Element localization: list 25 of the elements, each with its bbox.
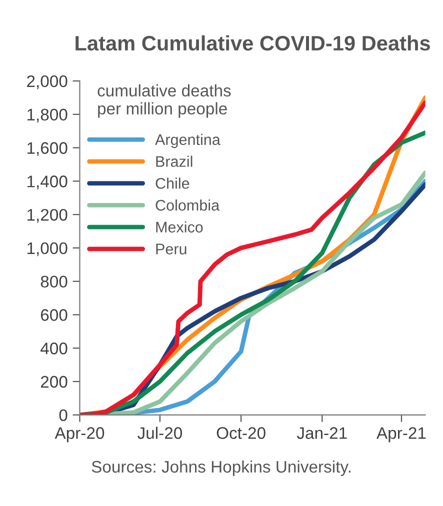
y-axis-title: cumulative deaths per million people xyxy=(98,84,231,118)
legend-label: Argentina xyxy=(155,134,220,148)
y-tick-label: 2,000 xyxy=(27,75,68,90)
y-tick-label: 0 xyxy=(59,409,68,422)
source-note: Sources: Johns Hopkins University. xyxy=(92,460,350,476)
legend-label: Chile xyxy=(156,178,190,189)
y-tick-label: 1,200 xyxy=(28,208,68,223)
y-tick-label: 1,800 xyxy=(28,108,68,123)
legend-label: Mexico xyxy=(156,221,203,233)
chart-title: Latam Cumulative COVID-19 Deaths xyxy=(76,35,430,51)
y-tick-label: 200 xyxy=(40,376,68,388)
y-tick-label: 1,600 xyxy=(28,142,68,156)
x-tick-label: Jul-20 xyxy=(138,426,182,439)
legend-label: Colombia xyxy=(156,199,220,211)
x-tick-label: Oct-20 xyxy=(216,427,266,439)
x-tick-label: Apr-21 xyxy=(376,427,426,442)
y-tick-label: 400 xyxy=(40,342,68,354)
y-tick-label: 800 xyxy=(40,276,68,288)
x-tick-label: Jan-21 xyxy=(296,427,347,439)
y-tick-label: 600 xyxy=(40,309,68,321)
legend-label: Brazil xyxy=(156,156,192,167)
legend-label: Peru xyxy=(156,244,186,254)
x-tick-label: Apr-20 xyxy=(54,427,104,442)
y-tick-label: 1,000 xyxy=(28,242,68,256)
y-tick-label: 1,400 xyxy=(28,176,68,190)
